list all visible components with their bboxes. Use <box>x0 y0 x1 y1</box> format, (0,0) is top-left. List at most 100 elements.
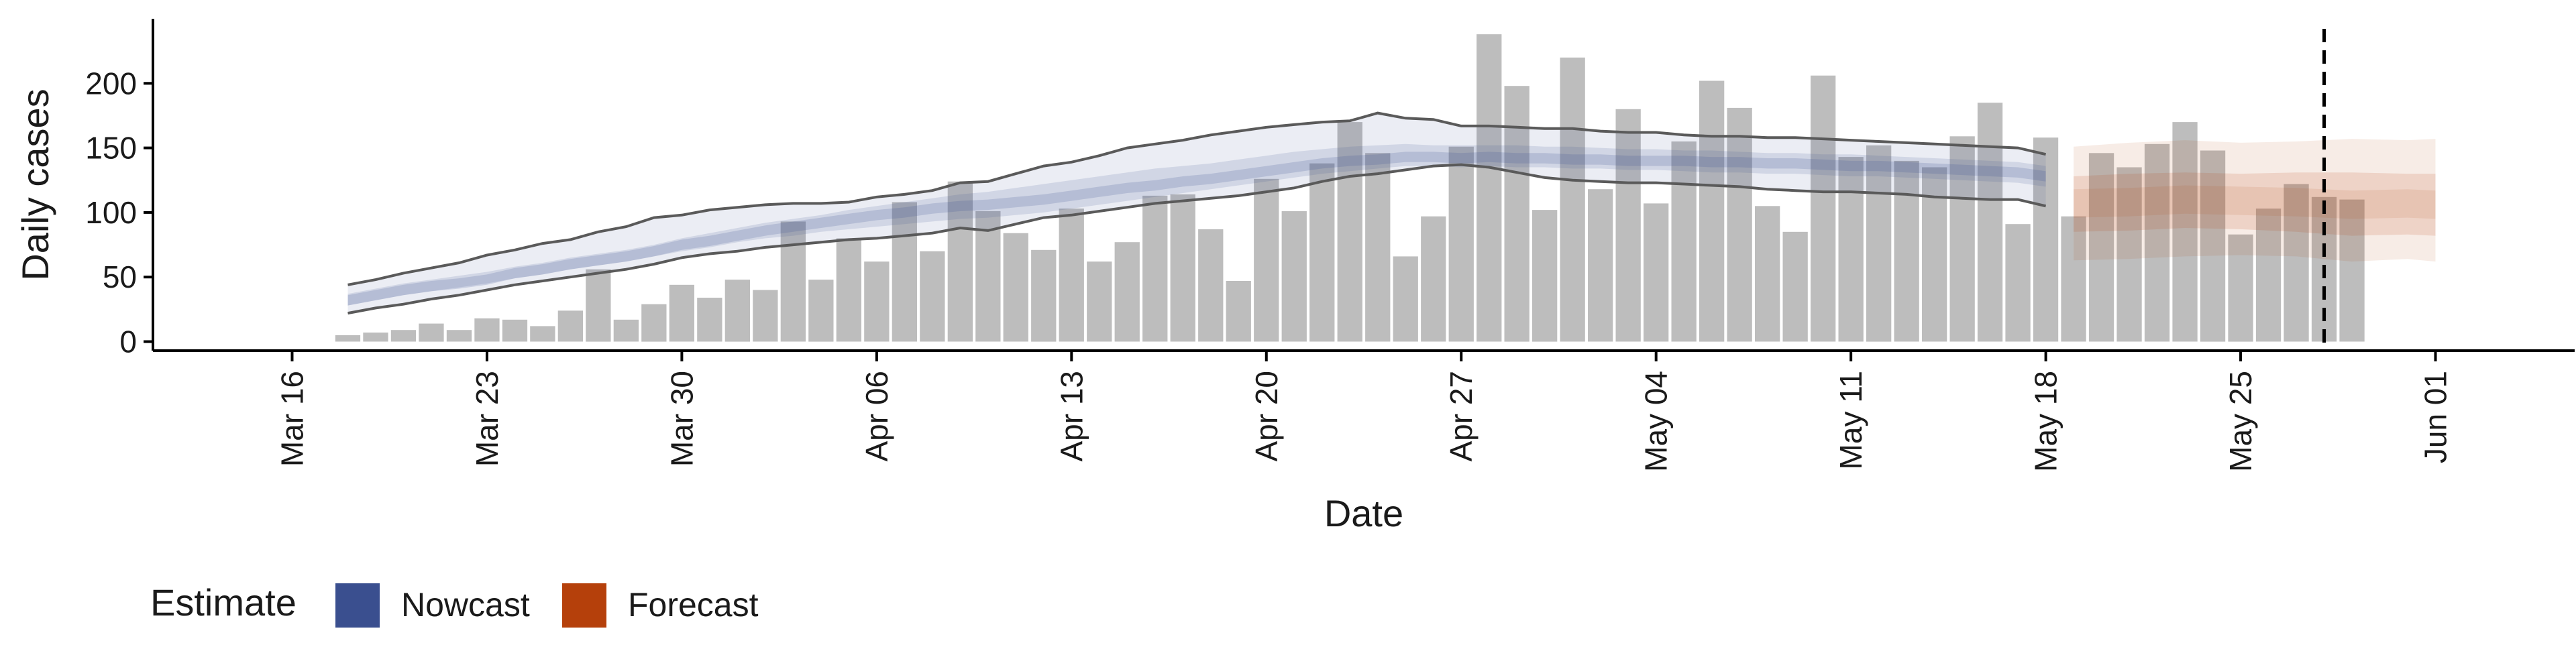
nowcast-lower-line <box>347 163 2047 315</box>
bar-2020-03-31 <box>697 298 722 342</box>
bar-2020-05-24 <box>2200 150 2226 342</box>
bar-2020-04-02 <box>753 290 778 342</box>
bar-2020-05-03 <box>1615 109 1641 342</box>
legend-title: Estimate <box>150 581 297 624</box>
bar-2020-03-19 <box>363 333 388 342</box>
bar-2020-05-16 <box>1977 103 2003 342</box>
nowcast-inner-band <box>347 143 2046 306</box>
bar-2020-04-27 <box>1448 146 1474 342</box>
y-tick-label-100: 100 <box>85 195 137 230</box>
bar-2020-04-11 <box>1003 233 1028 342</box>
forecast-outer-band <box>2074 139 2436 262</box>
nowcast-upper-line <box>347 111 2047 286</box>
bar-2020-04-26 <box>1421 216 1446 342</box>
bar-2020-05-22 <box>2144 143 2170 342</box>
bar-2020-03-28 <box>613 319 639 342</box>
bar-2020-03-30 <box>669 284 694 342</box>
x-tick-label-2020-03-16: Mar 16 <box>274 371 309 467</box>
bar-2020-05-25 <box>2228 234 2253 342</box>
bar-2020-04-05 <box>836 238 861 342</box>
y-tick-label-50: 50 <box>103 259 137 294</box>
x-tick-label-2020-05-18: May 18 <box>2029 371 2063 472</box>
nowcast-interval-lines <box>347 111 2047 315</box>
bar-2020-03-18 <box>335 335 361 342</box>
x-tick-label-2020-04-06: Apr 06 <box>859 371 894 462</box>
bar-2020-05-06 <box>1699 80 1725 342</box>
legend-swatch-nowcast <box>335 583 380 628</box>
bar-2020-04-25 <box>1393 256 1418 342</box>
bar-2020-04-16 <box>1142 195 1168 342</box>
bar-2020-05-26 <box>2255 209 2282 342</box>
y-axis-ticks: 0 50 100 150 200 <box>85 66 153 359</box>
bar-2020-04-20 <box>1254 178 1279 342</box>
bar-2020-04-15 <box>1114 242 1140 342</box>
bar-2020-05-12 <box>1866 145 1892 342</box>
nowcast-outer-band <box>347 113 2046 314</box>
bar-2020-05-07 <box>1727 107 1752 342</box>
bar-2020-04-04 <box>808 280 834 342</box>
forecast-median-band <box>2074 185 2436 219</box>
bar-2020-04-10 <box>975 211 1001 342</box>
x-tick-label-2020-03-30: Mar 30 <box>664 371 699 467</box>
x-tick-label-2020-05-25: May 25 <box>2223 371 2258 472</box>
bar-2020-04-19 <box>1226 281 1251 342</box>
bar-2020-04-03 <box>780 221 806 342</box>
bar-2020-04-12 <box>1031 249 1057 342</box>
bar-2020-05-23 <box>2172 122 2198 342</box>
x-tick-label-2020-03-23: Mar 23 <box>470 371 504 467</box>
bar-2020-03-21 <box>419 323 444 342</box>
x-tick-label-2020-05-04: May 04 <box>1639 371 1674 472</box>
bands-overlay <box>347 113 2436 314</box>
legend-swatch-forecast <box>562 583 606 628</box>
bar-2020-05-29 <box>2339 199 2365 342</box>
y-tick-label-0: 0 <box>119 325 137 359</box>
legend-label-nowcast: Nowcast <box>401 586 530 624</box>
legend: Estimate Nowcast Forecast <box>150 581 759 628</box>
bar-2020-04-08 <box>920 251 945 342</box>
bar-2020-03-24 <box>502 319 528 342</box>
bar-2020-03-20 <box>390 330 417 342</box>
bar-2020-03-29 <box>641 304 667 342</box>
x-tick-label-2020-05-11: May 11 <box>1833 371 1868 469</box>
bar-2020-05-18 <box>2033 137 2059 342</box>
bar-2020-05-13 <box>1894 160 1919 342</box>
bar-2020-05-01 <box>1560 57 1585 342</box>
bar-2020-05-10 <box>1811 75 1836 342</box>
bar-2020-04-23 <box>1337 122 1362 342</box>
y-tick-label-200: 200 <box>85 66 137 101</box>
bar-2020-04-14 <box>1087 261 1112 342</box>
bar-2020-03-22 <box>446 330 472 342</box>
bar-2020-03-25 <box>530 326 555 342</box>
bar-2020-04-24 <box>1365 153 1391 342</box>
x-tick-label-2020-06-01: Jun 01 <box>2418 371 2453 463</box>
bar-2020-05-02 <box>1588 189 1613 342</box>
bar-2020-05-08 <box>1755 206 1780 342</box>
x-tick-label-2020-04-20: Apr 20 <box>1249 371 1284 462</box>
bar-2020-03-27 <box>586 269 611 342</box>
bar-2020-04-09 <box>947 181 973 342</box>
axes: 0 50 100 150 200 Mar 16 Mar 23 Mar 30 Apr 06 Apr… <box>85 19 2575 472</box>
bar-2020-04-01 <box>724 280 750 342</box>
bar-2020-05-17 <box>2005 224 2031 342</box>
x-tick-label-2020-04-27: Apr 27 <box>1444 371 1479 462</box>
bar-2020-04-13 <box>1059 209 1084 342</box>
daily-cases-bars <box>335 34 2365 342</box>
bar-2020-05-09 <box>1782 231 1808 342</box>
bar-2020-04-17 <box>1170 194 1195 342</box>
legend-label-forecast: Forecast <box>628 586 759 624</box>
y-axis-title: Daily cases <box>14 89 56 280</box>
bar-2020-05-11 <box>1838 157 1864 342</box>
bar-2020-05-27 <box>2284 184 2309 342</box>
bar-2020-04-22 <box>1309 163 1335 342</box>
bar-2020-05-04 <box>1644 203 1669 342</box>
bar-2020-04-06 <box>864 261 890 342</box>
bar-2020-05-15 <box>1949 136 1975 342</box>
bar-2020-04-18 <box>1198 229 1224 342</box>
bar-2020-03-26 <box>557 310 583 342</box>
bar-2020-05-20 <box>2088 153 2114 342</box>
x-axis-ticks: Mar 16 Mar 23 Mar 30 Apr 06 Apr 13 Apr 20 Apr … <box>274 351 2453 472</box>
bar-2020-04-30 <box>1532 210 1558 342</box>
bar-2020-03-23 <box>474 318 500 342</box>
